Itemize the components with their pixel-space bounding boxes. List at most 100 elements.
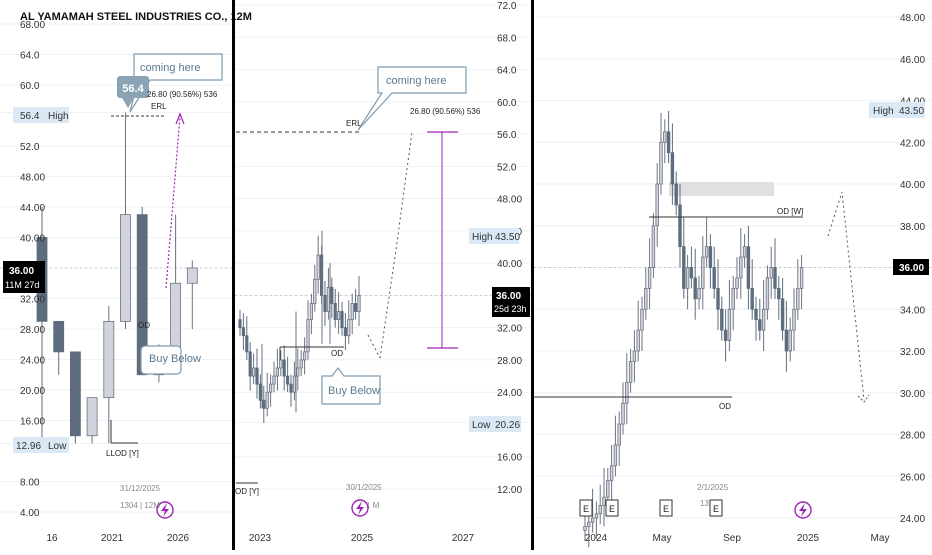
- candle: [701, 256, 705, 289]
- panel-separator: [531, 0, 534, 550]
- y-tick-label: 68.0: [497, 33, 517, 44]
- y-tick-label: 52.0: [497, 162, 517, 173]
- y-tick-label: 56.0: [497, 130, 517, 141]
- candle: [685, 267, 690, 289]
- x-tick-label: May: [871, 533, 890, 544]
- y-tick-label: 40.00: [20, 234, 45, 245]
- y-tick-label: 24.00: [900, 514, 925, 525]
- x-tick-label: 2023: [249, 533, 272, 544]
- svg-text:25d 23h: 25d 23h: [494, 304, 527, 314]
- y-tick-label: 12.00: [497, 485, 522, 496]
- y-tick-label: 52.0: [20, 142, 40, 153]
- y-tick-label: 38.00: [900, 222, 925, 233]
- svg-text:36.00: 36.00: [899, 263, 924, 274]
- candle: [712, 267, 716, 289]
- candle: [670, 152, 675, 185]
- y-tick-label: 32.00: [497, 324, 522, 335]
- x-tick-label: 2025: [797, 533, 820, 544]
- y-tick-label: 60.0: [497, 98, 517, 109]
- y-tick-label: 4.00: [20, 508, 40, 519]
- y-tick-label: 64.0: [20, 51, 40, 62]
- y-tick-label: 24.00: [497, 388, 522, 399]
- candle: [609, 465, 614, 481]
- candle: [754, 308, 758, 321]
- x-tick-label: 2026: [167, 533, 190, 544]
- candle: [299, 359, 303, 369]
- candle: [120, 214, 131, 322]
- candle: [309, 303, 314, 321]
- candle: [655, 183, 659, 227]
- projection-path: [379, 131, 413, 359]
- candle: [731, 287, 735, 310]
- candle: [602, 496, 606, 506]
- svg-text:11M 27d: 11M 27d: [5, 280, 39, 290]
- earnings-box: [579, 499, 593, 517]
- od-label: OD: [138, 321, 150, 330]
- target-arrow: [165, 115, 181, 289]
- svg-text:High: High: [873, 106, 894, 117]
- candle: [788, 329, 792, 352]
- y-tick-label: 46.00: [900, 55, 925, 66]
- svg-text:coming here: coming here: [140, 62, 201, 74]
- x-tick-label: 16: [46, 533, 58, 544]
- candle: [644, 287, 648, 310]
- svg-text:36.00: 36.00: [9, 266, 34, 277]
- candle: [769, 267, 773, 279]
- candle: [313, 278, 317, 304]
- candle: [746, 246, 751, 289]
- candle: [613, 444, 618, 467]
- candle: [693, 277, 697, 300]
- candle: [663, 131, 667, 143]
- lightning-icon: [156, 501, 174, 519]
- x-tick-label: 2021: [101, 533, 124, 544]
- x-tick-label: Sep: [723, 533, 741, 544]
- earnings-label: E: [583, 504, 589, 514]
- y-tick-label: 48.00: [900, 13, 925, 24]
- candle: [316, 254, 320, 280]
- candle: [742, 246, 747, 258]
- lightning-icon: [794, 501, 812, 519]
- candle: [302, 351, 307, 361]
- candle: [723, 329, 728, 341]
- panel-separator: [232, 0, 235, 550]
- candle: [750, 287, 754, 310]
- y-tick-label: 8.00: [20, 478, 40, 489]
- date-label: 2/1/2025: [697, 483, 729, 492]
- candle: [617, 423, 621, 446]
- candle: [659, 141, 663, 185]
- candle: [323, 294, 327, 312]
- candle: [272, 375, 276, 385]
- candle: [606, 480, 610, 498]
- candle: [340, 311, 344, 329]
- supply-zone: [669, 182, 774, 196]
- candle: [777, 287, 781, 300]
- y-tick-label: 24.00: [20, 356, 45, 367]
- candle: [590, 517, 595, 523]
- candle: [621, 402, 625, 425]
- low-tag: Low 20.26: [469, 416, 521, 432]
- candle: [103, 320, 115, 399]
- projection-path: [827, 191, 865, 401]
- candle: [689, 267, 694, 279]
- y-tick-label: 20.00: [20, 386, 45, 397]
- candle: [306, 319, 310, 353]
- candle: [268, 383, 273, 393]
- candle: [780, 298, 785, 331]
- date-label: 31/12/2025: [120, 484, 161, 493]
- panel-1: coming here 56.4 ERL 26.80 (90.56%) 536 …: [0, 11, 252, 544]
- svg-text:Buy Below: Buy Below: [149, 353, 201, 365]
- candle: [628, 361, 633, 383]
- target-arrowhead: [175, 112, 185, 125]
- candle: [350, 303, 354, 321]
- candle: [282, 359, 286, 377]
- y-tick-label: 64.0: [497, 66, 517, 77]
- earnings-box: [605, 499, 619, 517]
- candle: [279, 359, 283, 369]
- measure-label: 26.80 (90.56%) 536: [147, 90, 218, 99]
- candle: [333, 303, 337, 321]
- candle: [727, 308, 732, 341]
- od-label: OD: [331, 349, 343, 358]
- candle: [326, 286, 331, 312]
